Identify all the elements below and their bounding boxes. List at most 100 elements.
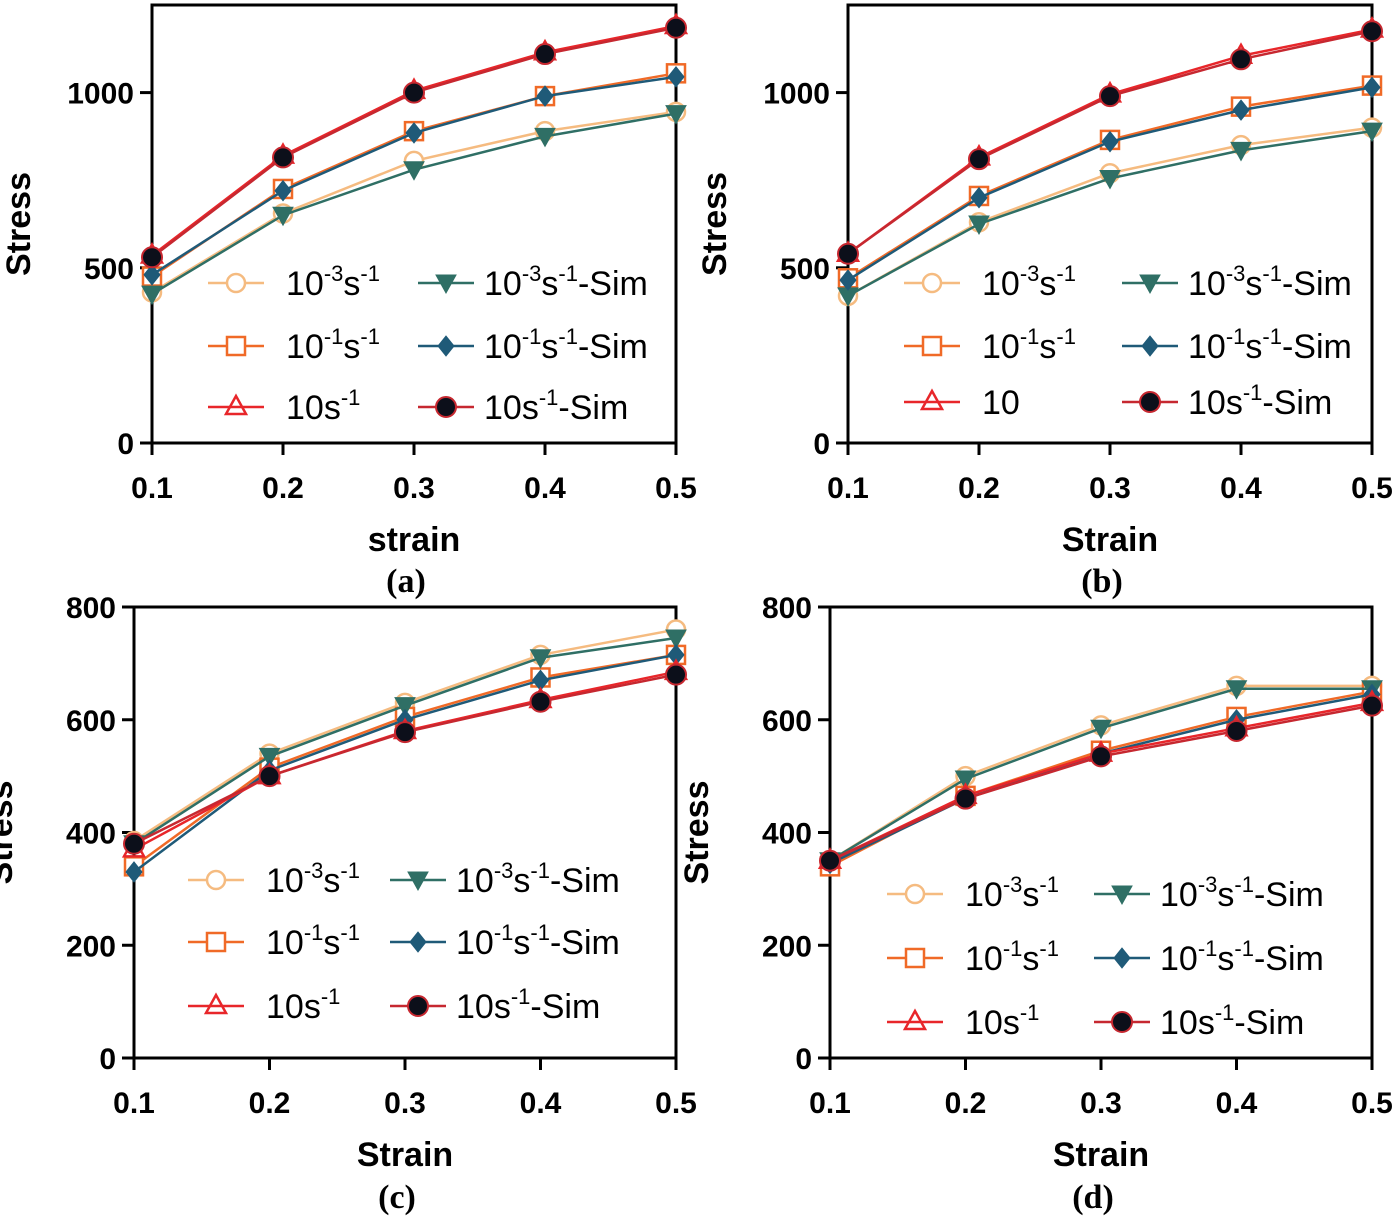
- legend-text-part: -Sim: [550, 862, 620, 900]
- data-point-s10: [819, 849, 841, 872]
- plot-frame: [846, 3, 1374, 445]
- legend-text-part: -Sim: [578, 265, 648, 303]
- legend-text-part: -Sim: [1262, 384, 1332, 422]
- legend-text-part: -1: [1039, 936, 1059, 961]
- x-tick-label: 0.5: [655, 472, 697, 505]
- legend-text-part: 10: [982, 265, 1020, 303]
- legend-text-part: s: [343, 328, 360, 366]
- legend-text-part: 10: [1160, 876, 1198, 914]
- chart-panel-c: 0 200 400 600 800 0.1 0.2 0.3 0.4 0.5 Strain Stress…: [0, 592, 697, 1216]
- x-axis-label: strain: [368, 521, 461, 559]
- legend: 10-3s-110-1s-110s-110-3s-1-Sim10-1s-1-Si…: [188, 858, 620, 1026]
- x-axis-label: Strain: [1062, 521, 1158, 559]
- x-axis-label: Strain: [1053, 1136, 1149, 1174]
- data-point-s3: [141, 285, 163, 306]
- panel-label: (b): [1081, 563, 1123, 600]
- legend-text-part: -1: [539, 385, 559, 410]
- data-point-s1: [839, 269, 857, 291]
- data-point-s10: [258, 765, 281, 788]
- legend-text-part: -1: [360, 261, 380, 286]
- legend-marker-s10: [407, 995, 429, 1017]
- data-point-s10: [954, 787, 977, 810]
- chart-panel-b: 0 500 1000 0.1 0.2 0.3 0.4 0.5 Strain Stress (b) 10…: [696, 3, 1393, 600]
- x-tick-label: 0.3: [393, 472, 435, 505]
- x-tick-label: 0.5: [1351, 472, 1393, 505]
- legend-label-s1: 10-1s-1-Sim: [1160, 936, 1324, 978]
- x-tick-label: 0.2: [249, 1087, 291, 1120]
- series-s1: [839, 76, 1381, 291]
- series-s1: [125, 644, 685, 883]
- legend-label-e1: 10-1s-1: [965, 936, 1059, 978]
- x-tick-label: 0.5: [1351, 1087, 1393, 1120]
- legend-text-part: -1: [360, 324, 380, 349]
- y-tick-label: 800: [66, 592, 116, 625]
- x-tick-label: 0.3: [1089, 472, 1131, 505]
- panel-label: (a): [386, 563, 426, 600]
- legend-text-part: s: [513, 924, 530, 962]
- legend-text-part: s: [1245, 328, 1262, 366]
- x-tick-label: 0.5: [655, 1087, 697, 1120]
- series-s1: [821, 683, 1381, 875]
- legend-text-part: -1: [1056, 324, 1076, 349]
- series-e1: [819, 681, 1383, 877]
- legend-text-part: 10: [982, 384, 1020, 422]
- legend-text-part: -1: [530, 920, 550, 945]
- legend-label-s3: 10-3s-1-Sim: [456, 858, 620, 900]
- legend-label-s10: 10s-1-Sim: [456, 984, 600, 1026]
- legend-text-part: 10: [266, 988, 304, 1026]
- legend-marker-s1: [1141, 335, 1159, 357]
- series-e1: [123, 644, 687, 877]
- legend-marker-e1: [225, 335, 247, 357]
- chart-panel-d: 0 200 400 600 800 0.1 0.2 0.3 0.4 0.5 Strain Stress…: [678, 592, 1393, 1216]
- data-point-s3: [665, 629, 687, 650]
- data-point-s10: [1361, 694, 1383, 717]
- legend-text-part: -Sim: [530, 988, 600, 1026]
- data-point-s3: [1090, 719, 1112, 740]
- legend-text-part: 10: [1188, 384, 1226, 422]
- legend-text-part: -1: [304, 920, 324, 945]
- chart-panel-a: 0 500 1000 0.1 0.2 0.3 0.4 0.5 strain Stress (a) 10…: [0, 3, 697, 600]
- legend-text-part: -1: [321, 984, 341, 1009]
- legend-label-e1: 10-1s-1: [266, 920, 360, 962]
- legend-marker-e3: [225, 272, 247, 294]
- legend-text-part: -1: [1226, 324, 1246, 349]
- y-tick-label: 0: [795, 1043, 812, 1076]
- legend-marker-s10: [435, 396, 457, 418]
- data-point-s3: [272, 206, 294, 227]
- legend-label-e3: 10-3s-1: [266, 858, 360, 900]
- panel-label: (c): [378, 1179, 416, 1216]
- legend-text-part: -1: [1020, 324, 1040, 349]
- data-point-s3: [954, 770, 977, 790]
- legend-text-part: -Sim: [1254, 876, 1324, 914]
- legend-text-part: -1: [1234, 936, 1254, 961]
- legend-text-part: -Sim: [558, 389, 628, 427]
- x-tick-label: 0.1: [131, 472, 173, 505]
- legend-text-part: -Sim: [1254, 940, 1324, 978]
- data-point-s3: [529, 649, 552, 669]
- legend-marker-e3: [205, 869, 227, 891]
- legend-text-part: -3: [522, 261, 542, 286]
- legend-text-part: s: [541, 328, 558, 366]
- legend-label-e3: 10-3s-1: [982, 261, 1076, 303]
- legend-text-part: 10: [266, 924, 304, 962]
- legend-marker-e10: [902, 1008, 928, 1031]
- legend-text-part: 10: [1160, 940, 1198, 978]
- legend-marker-s3: [1139, 274, 1161, 295]
- legend-text-part: -Sim: [1282, 265, 1352, 303]
- legend-text-part: s: [323, 862, 340, 900]
- legend-label-s10: 10s-1-Sim: [484, 385, 628, 427]
- legend-text-part: s: [1198, 1004, 1215, 1042]
- data-point-s10: [665, 663, 687, 686]
- legend-text-part: -1: [1039, 872, 1059, 897]
- data-point-s10: [1090, 745, 1112, 768]
- data-point-s3: [1230, 141, 1252, 162]
- legend-text-part: -3: [1198, 872, 1218, 897]
- x-tick-label: 0.4: [1216, 1087, 1258, 1120]
- legend-text-part: s: [343, 265, 360, 303]
- x-tick-label: 0.4: [520, 1087, 562, 1120]
- legend-text-part: 10: [484, 389, 522, 427]
- y-tick-label: 600: [762, 705, 812, 738]
- legend-text-part: 10: [965, 940, 1003, 978]
- data-point-s10: [968, 148, 990, 171]
- data-point-s1: [405, 122, 423, 144]
